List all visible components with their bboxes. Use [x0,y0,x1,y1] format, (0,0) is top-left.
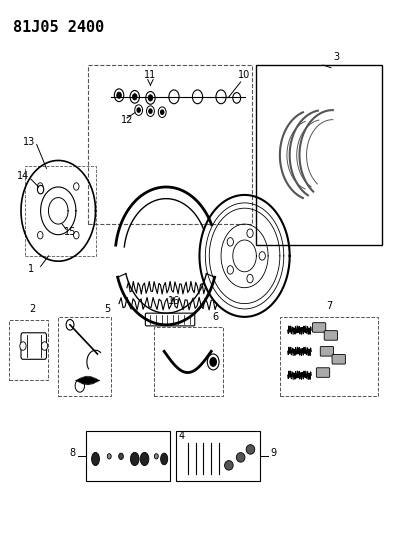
Text: 3: 3 [334,52,340,62]
Circle shape [137,108,140,112]
Ellipse shape [161,453,168,465]
FancyBboxPatch shape [312,322,326,332]
Text: 6: 6 [212,311,218,321]
Circle shape [117,92,121,99]
Circle shape [247,229,253,237]
Text: 14: 14 [17,171,29,181]
Bar [176,431,260,481]
Circle shape [38,231,43,239]
Circle shape [149,109,152,114]
Circle shape [38,183,43,190]
Text: 10: 10 [239,70,251,80]
Circle shape [227,265,233,274]
Text: 1: 1 [28,264,34,274]
FancyBboxPatch shape [332,354,345,364]
Circle shape [247,274,253,283]
Text: 13: 13 [23,136,35,147]
Bar [88,65,252,224]
Bar [58,317,111,397]
Circle shape [132,94,137,100]
Circle shape [66,319,74,330]
Circle shape [210,358,216,366]
Circle shape [73,231,79,239]
Circle shape [192,90,203,104]
Circle shape [148,95,153,101]
Text: 4: 4 [179,431,185,441]
Circle shape [233,93,241,103]
Ellipse shape [236,453,245,462]
Ellipse shape [107,454,111,459]
Circle shape [158,107,166,117]
Text: 9: 9 [270,448,276,458]
FancyBboxPatch shape [21,333,47,359]
Circle shape [259,252,265,260]
Circle shape [38,185,44,194]
Ellipse shape [225,461,233,470]
Circle shape [75,379,85,392]
FancyBboxPatch shape [145,313,195,326]
Circle shape [20,342,26,350]
Text: 12: 12 [121,115,133,125]
Circle shape [41,342,48,350]
Circle shape [169,90,179,104]
Text: 2: 2 [30,304,36,313]
Circle shape [227,238,233,246]
Bar [256,65,382,245]
FancyBboxPatch shape [316,368,330,377]
Circle shape [147,106,154,116]
Text: 15: 15 [64,227,76,237]
Text: 16: 16 [168,296,180,305]
Ellipse shape [246,445,255,454]
Text: 81J05 2400: 81J05 2400 [13,20,104,35]
Bar [154,327,223,397]
Text: 11: 11 [144,70,156,80]
FancyBboxPatch shape [324,330,337,340]
Bar [25,166,96,256]
Text: 8: 8 [70,448,76,458]
Bar [86,431,170,481]
Bar [280,317,378,397]
Ellipse shape [154,454,158,459]
Text: 5: 5 [104,304,111,313]
Ellipse shape [140,453,149,466]
Ellipse shape [118,453,123,459]
Text: 7: 7 [326,301,332,311]
Circle shape [73,183,79,190]
Circle shape [216,90,226,104]
Circle shape [161,110,164,114]
Circle shape [135,105,143,115]
Bar [9,319,49,381]
Circle shape [207,354,219,370]
Ellipse shape [92,453,100,466]
FancyBboxPatch shape [320,346,334,356]
Ellipse shape [130,453,139,466]
